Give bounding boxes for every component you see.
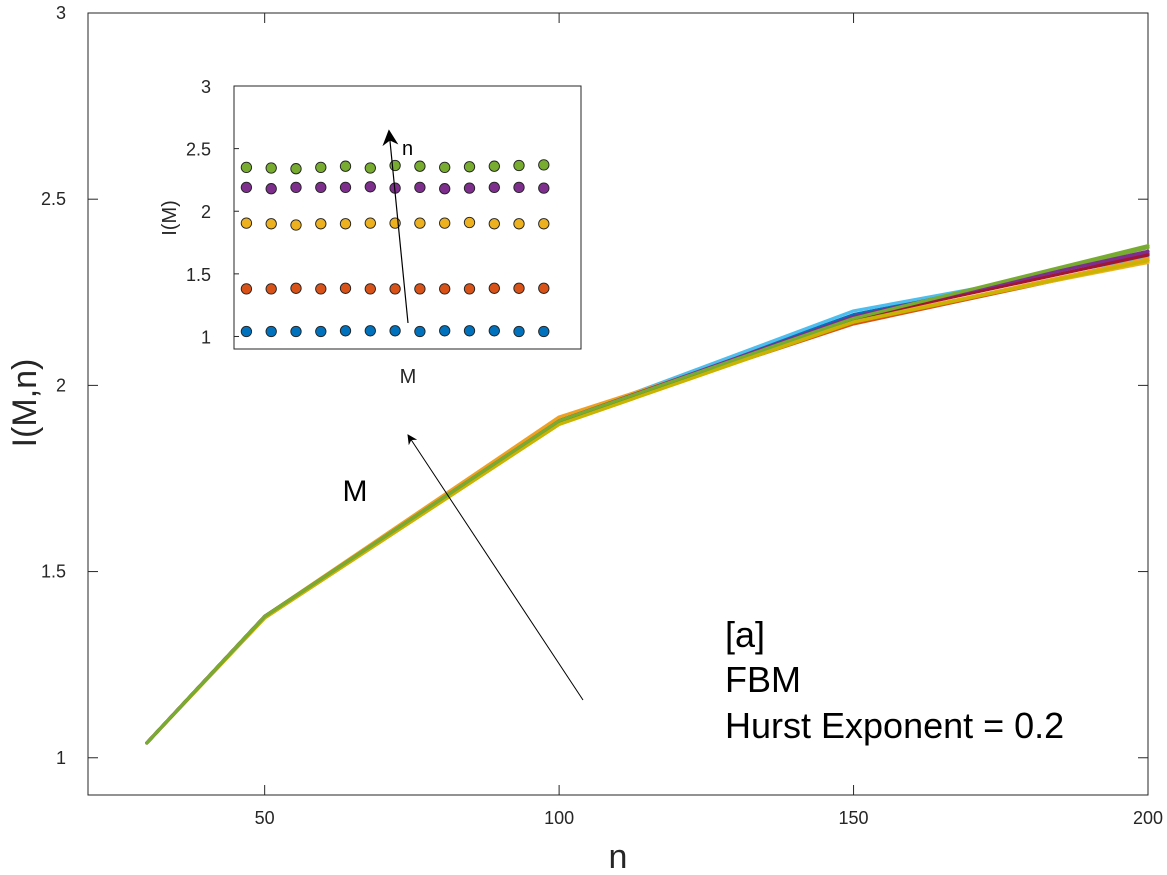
inset-data-point <box>364 283 376 295</box>
inset-data-point <box>538 159 550 171</box>
inset-data-point <box>339 325 352 337</box>
inset-data-point <box>488 282 500 294</box>
main-y-tick-label: 1.5 <box>41 562 66 582</box>
main-series-line <box>145 244 1150 745</box>
inset-data-point <box>265 162 277 174</box>
inset-data-point <box>290 282 302 294</box>
inset-data-point <box>538 182 550 194</box>
inset-series-group <box>240 159 550 338</box>
main-x-tick-label: 150 <box>839 808 869 828</box>
main-series-group <box>145 244 1150 745</box>
inset-data-point <box>439 325 451 337</box>
main-y-tick-label: 1 <box>56 748 66 768</box>
inset-data-point <box>439 283 451 295</box>
inset-y-tick-label: 1.5 <box>186 265 211 285</box>
inset-data-point <box>538 218 550 230</box>
inset-data-point <box>240 217 253 229</box>
inset-data-point <box>240 161 253 174</box>
inset-data-point <box>240 325 253 338</box>
inset-data-point <box>315 181 327 194</box>
inset-data-point <box>414 217 426 229</box>
inset-data-point <box>315 161 327 174</box>
inset-data-point <box>463 182 476 194</box>
inset-data-point <box>414 160 426 172</box>
inset-data-point <box>339 160 352 172</box>
inset-y-axis: 1 1.5 2 2.5 3 <box>186 77 239 347</box>
inset-data-point <box>463 325 476 337</box>
inset-data-point <box>290 181 302 194</box>
main-y-tick-label: 2 <box>56 375 66 395</box>
inset-data-point <box>240 283 253 295</box>
inset-data-point <box>439 183 451 195</box>
inset-y-axis-label: I(M) <box>159 200 181 236</box>
inset-n-arrow <box>382 129 409 324</box>
inset-y-tick-label: 1 <box>201 327 211 347</box>
inset-data-point <box>315 325 327 338</box>
inset-data-point <box>513 218 525 230</box>
inset-data-point <box>488 325 500 337</box>
annotation-process-label: FBM <box>725 659 801 700</box>
main-plot: 1 1.5 2 2.5 3 50 100 150 200 n I(M,n) M [a] FBM… <box>6 3 1163 875</box>
main-x-tick-label: 50 <box>255 808 275 828</box>
inset-plot-area <box>233 85 582 350</box>
main-y-axis-label: I(M,n) <box>6 359 44 448</box>
main-y-tick-label: 3 <box>56 3 66 23</box>
inset-data-point <box>364 162 376 174</box>
inset-data-point <box>439 161 451 174</box>
inset-data-point <box>439 217 451 229</box>
inset-data-point <box>513 159 525 172</box>
inset-data-point <box>364 325 376 337</box>
inset-y-tick-label: 2.5 <box>186 140 211 160</box>
inset-data-point <box>463 161 476 173</box>
inset-data-point <box>513 325 525 338</box>
inset-data-point <box>414 283 426 295</box>
inset-plot: 1 1.5 2 2.5 3 M I(M) n <box>159 77 582 388</box>
inset-data-point <box>265 325 277 338</box>
annotation-hurst-label: Hurst Exponent = 0.2 <box>725 705 1064 746</box>
main-y-axis: 1 1.5 2 2.5 3 <box>41 3 1148 768</box>
inset-data-point <box>364 181 376 193</box>
inset-data-point <box>290 219 302 231</box>
inset-data-point <box>315 283 327 295</box>
inset-data-point <box>513 282 525 294</box>
inset-data-point <box>488 181 500 194</box>
inset-y-tick-label: 2 <box>201 202 211 222</box>
main-m-arrow-label: M <box>343 475 368 508</box>
inset-data-point <box>364 217 376 229</box>
inset-data-point <box>463 283 476 295</box>
inset-data-point <box>389 283 401 295</box>
inset-data-point <box>315 218 327 230</box>
main-m-arrow <box>407 434 584 701</box>
inset-data-point <box>265 218 277 230</box>
inset-data-point <box>488 160 500 172</box>
inset-n-arrow-label: n <box>402 138 413 160</box>
inset-data-point <box>389 325 401 337</box>
inset-data-point <box>414 325 426 338</box>
inset-data-point <box>265 283 277 295</box>
inset-y-tick-label: 3 <box>201 77 211 97</box>
main-x-tick-label: 200 <box>1133 808 1163 828</box>
inset-data-point <box>240 181 253 194</box>
inset-data-point <box>339 282 352 294</box>
inset-data-point <box>513 181 525 194</box>
main-y-tick-label: 2.5 <box>41 189 66 209</box>
main-x-tick-label: 100 <box>544 808 574 828</box>
inset-data-point <box>463 216 476 229</box>
inset-x-axis-label: M <box>400 366 417 388</box>
inset-data-point <box>538 282 550 294</box>
annotation-panel-label: [a] <box>725 614 765 655</box>
inset-data-point <box>290 163 302 175</box>
inset-data-point <box>265 183 277 195</box>
inset-data-point <box>339 181 352 194</box>
inset-data-point <box>339 218 352 230</box>
main-x-axis: 50 100 150 200 <box>255 13 1163 828</box>
inset-data-point <box>538 325 550 338</box>
inset-data-point <box>414 181 426 194</box>
inset-data-point <box>488 218 500 230</box>
inset-data-point <box>290 325 302 338</box>
main-x-axis-label: n <box>609 838 628 875</box>
